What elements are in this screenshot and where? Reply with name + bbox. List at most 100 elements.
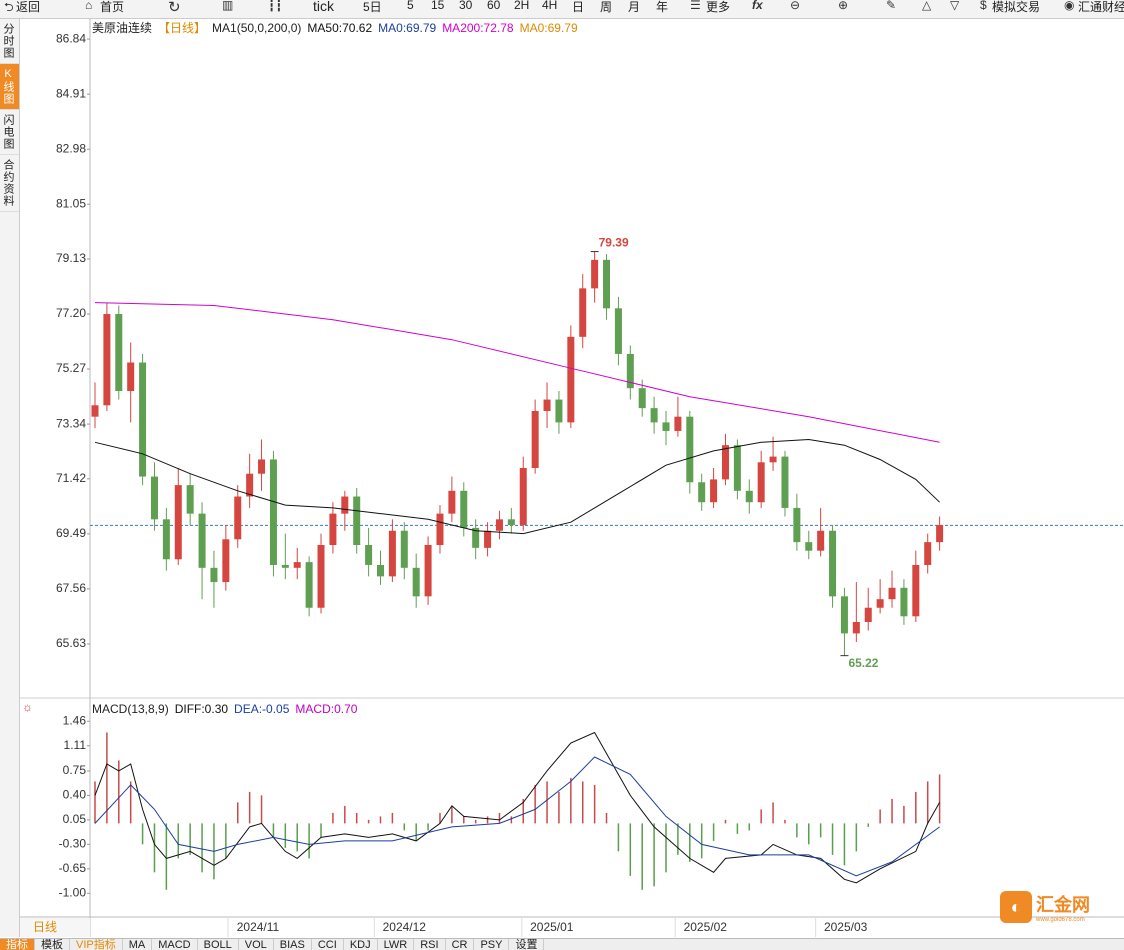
indicator-tab[interactable]: BIAS bbox=[274, 939, 312, 950]
toolbar-button[interactable]: 模拟交易 bbox=[992, 0, 1041, 14]
refresh-button[interactable]: ↻ bbox=[168, 0, 181, 16]
indicator-tab[interactable]: BOLL bbox=[198, 939, 239, 950]
toolbar-button[interactable]: 60 bbox=[487, 0, 501, 12]
candle-body bbox=[507, 519, 515, 526]
indicator-tab[interactable]: MACD bbox=[152, 939, 198, 950]
indicator-tab[interactable]: CCI bbox=[312, 939, 344, 950]
chart-button[interactable]: ▥ bbox=[222, 0, 234, 12]
indicator-tab[interactable]: 模板 bbox=[35, 939, 70, 950]
y-tick-label: 67.56 bbox=[56, 581, 86, 595]
y-tick-label: 0.05 bbox=[63, 812, 87, 826]
toolbar: ⮌ 返回 ⌂ 首页 ↻ ▥ ┇┇ tick 5日 5 15 30 60 2H 4H … bbox=[0, 0, 1124, 19]
candle-body bbox=[448, 490, 456, 514]
legend-label: 美原油连续 bbox=[92, 21, 153, 35]
candle-body bbox=[674, 416, 682, 431]
indicator-tab[interactable]: VIP指标 bbox=[70, 939, 123, 950]
candle-body bbox=[400, 530, 408, 568]
candle-body bbox=[936, 525, 944, 543]
zoom-out-button[interactable]: ⊖ bbox=[790, 0, 801, 12]
toolbar-button[interactable]: 更多 bbox=[706, 0, 731, 14]
indicator-tab[interactable]: LWR bbox=[378, 939, 415, 950]
indicator-tab[interactable]: RSI bbox=[414, 939, 446, 950]
candle-body bbox=[793, 507, 801, 543]
toolbar-button[interactable]: 4H bbox=[542, 0, 558, 12]
settings-icon[interactable]: ☼ bbox=[22, 700, 33, 714]
candle-body bbox=[733, 445, 741, 491]
down-button[interactable]: ▽ bbox=[950, 0, 960, 12]
candle-body bbox=[721, 445, 729, 480]
toolbar-button[interactable]: tick bbox=[313, 0, 334, 14]
icon: ⌂ bbox=[85, 0, 93, 12]
candle-body bbox=[626, 353, 634, 389]
period-label[interactable]: 日线 bbox=[33, 920, 57, 934]
kline-button[interactable]: ┇┇ bbox=[268, 0, 283, 12]
candle-body bbox=[353, 496, 361, 546]
y-tick-label: 79.13 bbox=[56, 251, 86, 265]
toolbar-button[interactable]: 周 bbox=[600, 0, 613, 14]
toolbar-button[interactable]: 首页 bbox=[100, 0, 125, 14]
candle-body bbox=[484, 530, 492, 548]
indicator-tab[interactable]: KDJ bbox=[344, 939, 378, 950]
legend: 美原油连续 【日线】 MA1(50,0,200,0) MA50:70.62 MA0:69… bbox=[92, 19, 584, 36]
sidebar-tab[interactable]: K线图 bbox=[0, 64, 19, 110]
toolbar-button[interactable]: 年 bbox=[656, 0, 669, 14]
sidebar-tab[interactable]: 分时图 bbox=[0, 19, 19, 64]
candle-body bbox=[817, 530, 825, 551]
y-tick-label: 82.98 bbox=[56, 141, 86, 155]
legend-item: MA200:72.78 bbox=[442, 21, 514, 35]
toolbar-button[interactable]: 5日 bbox=[363, 0, 382, 14]
indicator-tab[interactable]: MA bbox=[123, 939, 153, 950]
toolbar-button[interactable]: 5 bbox=[407, 0, 414, 12]
draw-button[interactable]: ✎ bbox=[886, 0, 897, 12]
indicator-tabs: 指标 模板 VIP指标 MA MACD BOLL VOL BIAS CCI KDJ LWR RSI CR… bbox=[0, 938, 1124, 950]
icon: $ bbox=[980, 0, 987, 12]
fx-button[interactable]: fx bbox=[752, 0, 763, 12]
indicator-tab[interactable]: VOL bbox=[239, 939, 274, 950]
toolbar-button[interactable]: 15 bbox=[431, 0, 445, 12]
toolbar-button[interactable]: 30 bbox=[459, 0, 473, 12]
candle-body bbox=[698, 482, 706, 503]
candle-body bbox=[852, 621, 860, 634]
candle-body bbox=[222, 539, 230, 583]
candle-body bbox=[603, 259, 611, 309]
candle-body bbox=[293, 562, 301, 568]
candle-body bbox=[924, 542, 932, 565]
sidebar-tab[interactable]: 合约资料 bbox=[0, 155, 19, 212]
candle-body bbox=[662, 422, 670, 431]
icon: ◉ bbox=[1064, 0, 1075, 12]
y-tick-label: 1.46 bbox=[63, 713, 87, 727]
up-button[interactable]: △ bbox=[922, 0, 932, 12]
legend-label: 【日线】 bbox=[158, 21, 207, 35]
legend-item: MACD:0.70 bbox=[295, 702, 358, 716]
candle-body bbox=[365, 545, 373, 565]
sidebar-tab[interactable]: 闪电图 bbox=[0, 110, 19, 155]
toolbar-button[interactable]: 汇通财经 bbox=[1078, 0, 1124, 14]
candle-body bbox=[115, 314, 123, 392]
indicator-tab[interactable]: CR bbox=[446, 939, 475, 950]
y-tick-label: 75.27 bbox=[56, 361, 86, 375]
indicator-tab[interactable]: 指标 bbox=[0, 939, 35, 950]
high-label: 79.39 bbox=[599, 236, 629, 250]
candle-body bbox=[710, 479, 718, 503]
indicator-line bbox=[94, 438, 940, 535]
toolbar-button[interactable]: 日 bbox=[572, 0, 585, 14]
candle-body bbox=[864, 607, 872, 622]
candle-body bbox=[495, 519, 503, 531]
candle-body bbox=[127, 362, 135, 392]
candle-body bbox=[424, 545, 432, 597]
toolbar-button[interactable]: 月 bbox=[628, 0, 641, 14]
toolbar-button[interactable]: 返回 bbox=[16, 0, 41, 14]
candle-body bbox=[150, 476, 158, 520]
candle-body bbox=[531, 410, 539, 469]
candle-body bbox=[246, 473, 254, 497]
indicator-tab[interactable]: 设置 bbox=[509, 939, 545, 950]
icon: ☰ bbox=[690, 0, 701, 12]
candle-body bbox=[305, 562, 313, 608]
candle-body bbox=[186, 485, 194, 514]
y-tick-label: 71.42 bbox=[56, 471, 86, 485]
candle-body bbox=[567, 336, 575, 423]
zoom-in-button[interactable]: ⊕ bbox=[838, 0, 849, 12]
toolbar-button[interactable]: 2H bbox=[514, 0, 530, 12]
candle-body bbox=[543, 399, 551, 411]
indicator-tab[interactable]: PSY bbox=[474, 939, 510, 950]
